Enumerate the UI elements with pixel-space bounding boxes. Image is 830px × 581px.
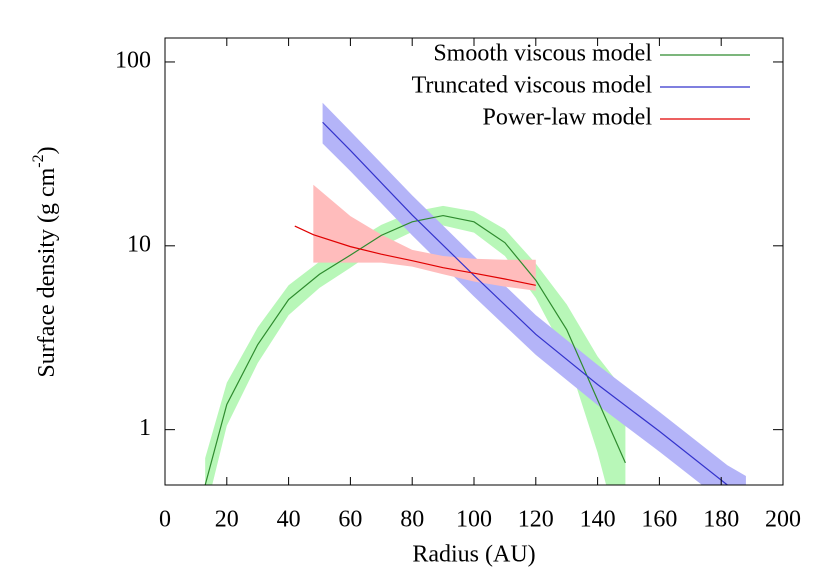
- legend-label: Power-law model: [483, 105, 653, 131]
- y-tick-label: 100: [115, 47, 151, 73]
- x-tick-label: 120: [518, 507, 554, 533]
- x-tick-label: 0: [159, 507, 171, 533]
- x-tick-label: 160: [641, 507, 677, 533]
- y-label-main: Surface density (g cm: [34, 167, 60, 377]
- lines: [204, 121, 729, 485]
- x-tick-label: 60: [338, 507, 362, 533]
- x-tick-label: 40: [277, 507, 301, 533]
- y-tick-label: 1: [139, 415, 151, 441]
- legend-label: Truncated viscous model: [412, 73, 653, 99]
- confidence-band: [313, 184, 536, 291]
- x-tick-label: 80: [400, 507, 424, 533]
- y-axis-label: Surface density (g cm-2): [30, 146, 60, 377]
- legend-label: Smooth viscous model: [433, 41, 652, 67]
- bands: [205, 102, 746, 485]
- x-tick-label: 200: [765, 507, 801, 533]
- x-tick-label: 100: [456, 507, 492, 533]
- x-tick-label: 180: [703, 507, 739, 533]
- x-tick-label: 20: [215, 507, 239, 533]
- confidence-band: [322, 102, 746, 485]
- y-label-end: ): [34, 146, 60, 154]
- y-label-sup: -2: [30, 154, 47, 167]
- x-tick-label: 140: [580, 507, 616, 533]
- x-axis-label: Radius (AU): [412, 542, 535, 568]
- model-line: [294, 225, 536, 286]
- y-tick-label: 10: [127, 231, 151, 257]
- model-line: [322, 121, 729, 485]
- model-line: [204, 214, 626, 485]
